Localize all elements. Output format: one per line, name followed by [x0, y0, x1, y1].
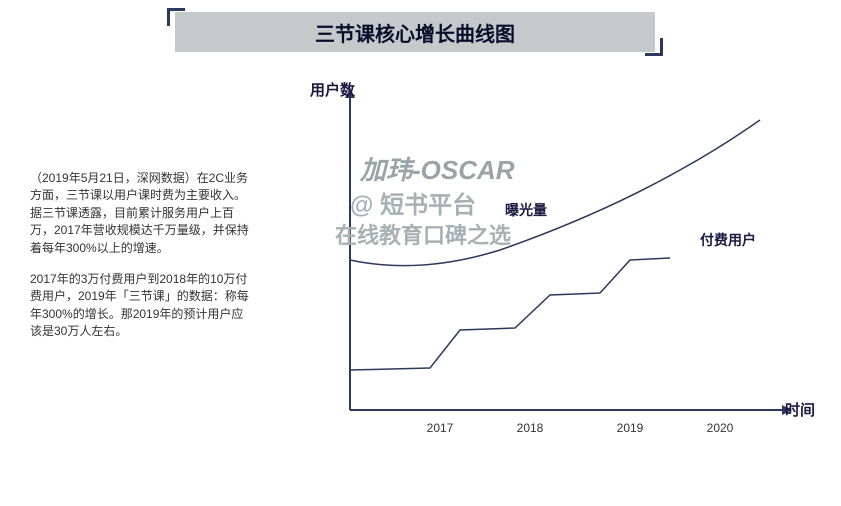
x-tick-label: 2019 — [617, 421, 644, 435]
y-axis-label: 用户数 — [310, 81, 356, 99]
corner-bottom-right — [645, 38, 663, 56]
side-paragraph: （2019年5月21日，深网数据）在2C业务方面，三节课以用户课时费为主要收入。… — [30, 170, 255, 257]
series-label: 付费用户 — [700, 232, 756, 248]
chart-title: 三节课核心增长曲线图 — [175, 12, 655, 52]
side-description: （2019年5月21日，深网数据）在2C业务方面，三节课以用户课时费为主要收入。… — [30, 170, 255, 355]
series-曝光量 — [350, 120, 760, 266]
x-tick-label: 2018 — [517, 421, 544, 435]
x-tick-label: 2017 — [427, 421, 454, 435]
title-container: 三节课核心增长曲线图 — [175, 12, 655, 52]
side-paragraph: 2017年的3万付费用户到2018年的10万付费用户，2019年「三节课」的数据… — [30, 271, 255, 341]
x-axis-label: 时间 — [785, 401, 815, 419]
corner-top-left — [167, 8, 185, 26]
chart-svg: 用户数时间 2017 2018 2019 2020 曝光量付费用户 — [300, 80, 820, 480]
series-付费用户 — [350, 258, 670, 370]
growth-chart: 用户数时间 2017 2018 2019 2020 曝光量付费用户 — [300, 80, 820, 480]
series-label: 曝光量 — [505, 202, 547, 218]
x-tick-label: 2020 — [707, 421, 734, 435]
